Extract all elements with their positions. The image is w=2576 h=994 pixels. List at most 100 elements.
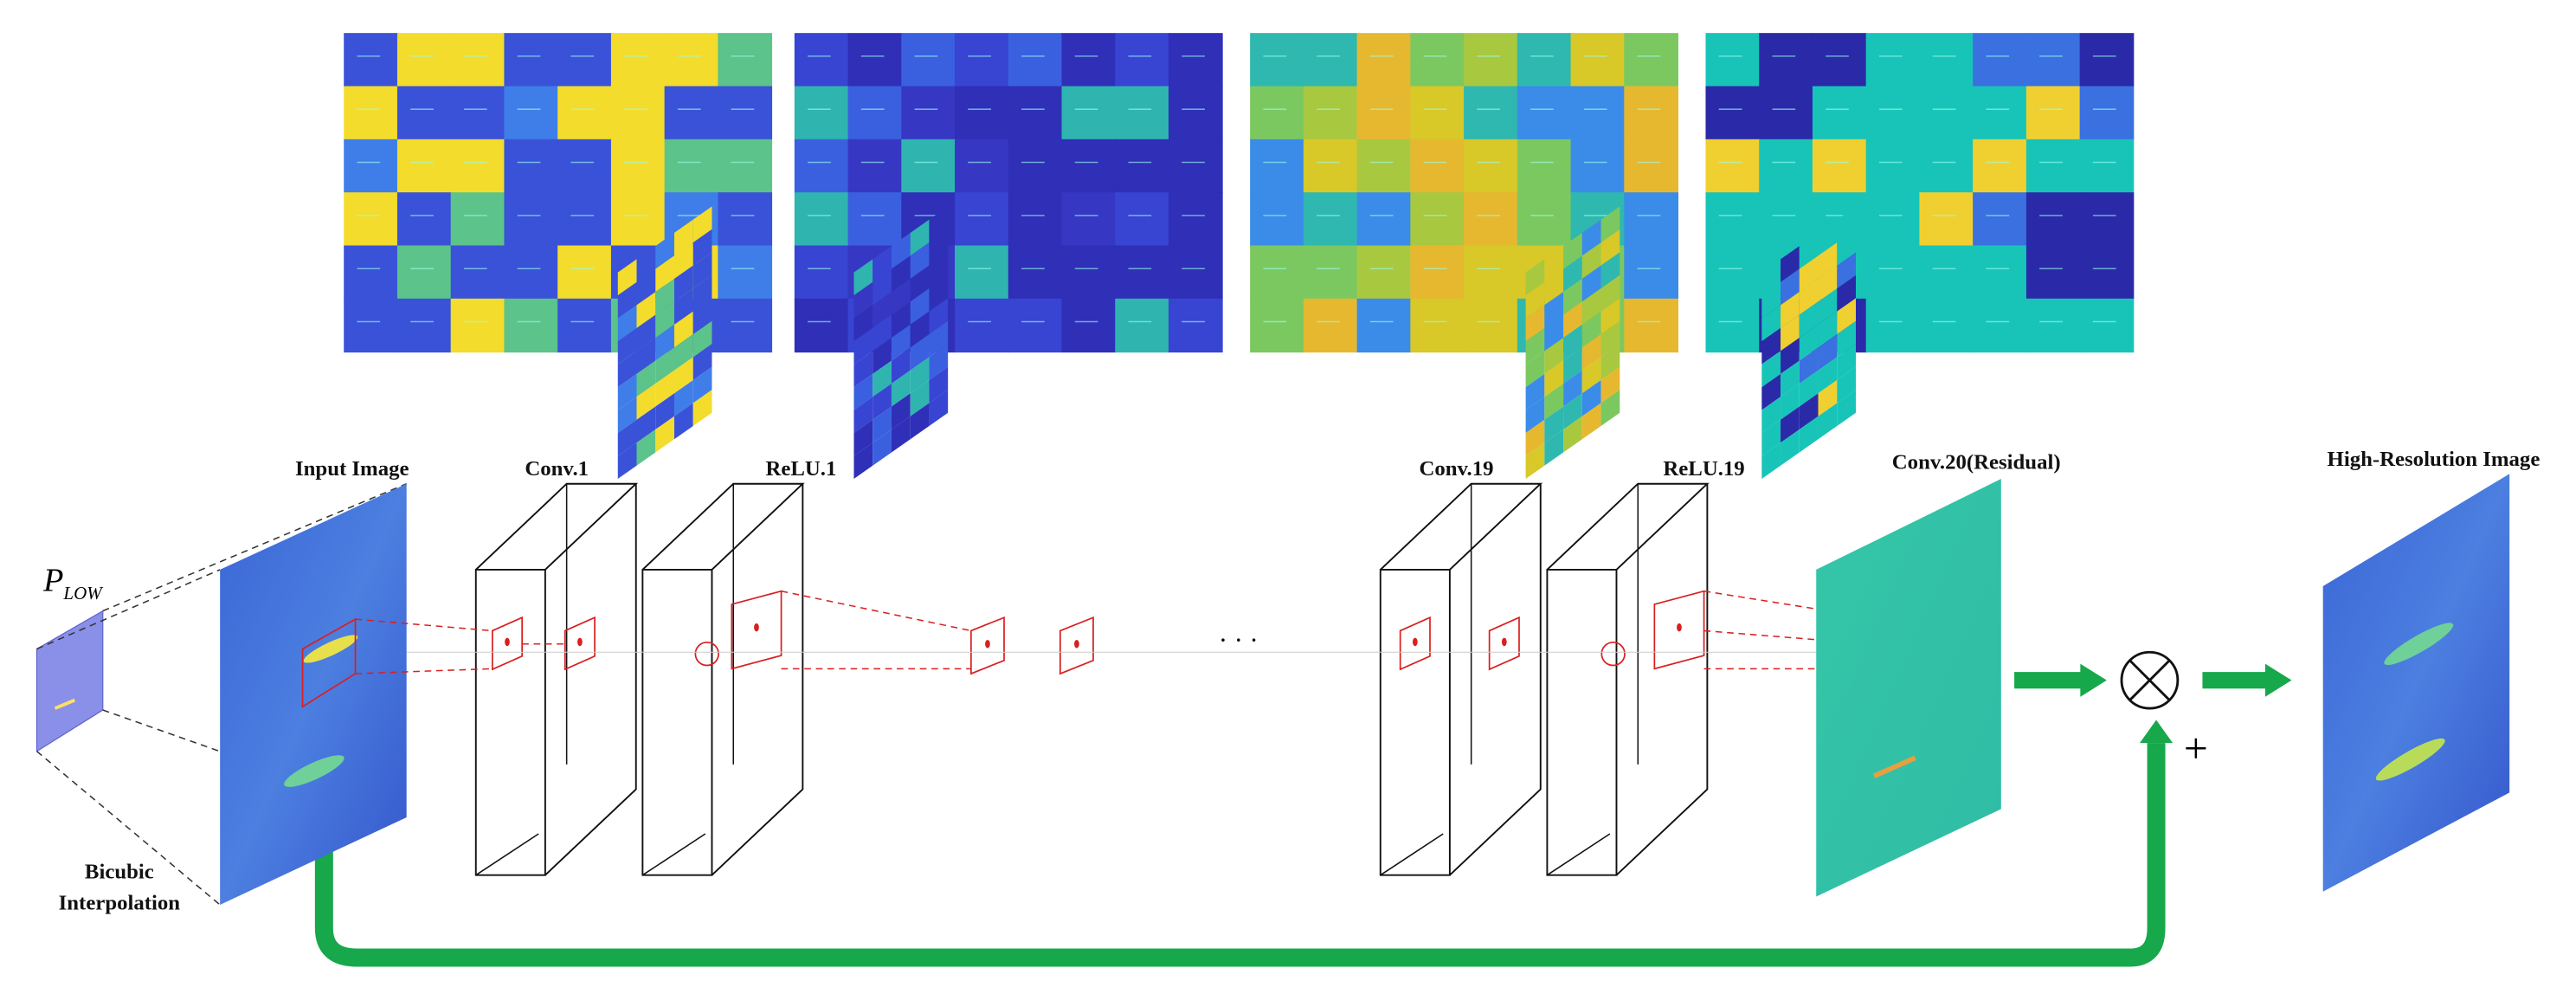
feature-cell bbox=[853, 259, 873, 296]
feature-cell bbox=[655, 347, 674, 384]
feature-cell bbox=[1250, 33, 1304, 87]
feature-cell bbox=[1600, 206, 1620, 243]
feature-cell bbox=[853, 305, 873, 342]
feature-cell bbox=[1600, 320, 1620, 358]
feature-cell bbox=[617, 373, 637, 410]
feature-cell bbox=[1563, 370, 1582, 407]
feature-cell bbox=[1464, 33, 1518, 87]
feature-cell bbox=[557, 245, 612, 300]
kernel-dot bbox=[1412, 637, 1418, 647]
feature-cell bbox=[1837, 366, 1856, 403]
feature-cell bbox=[1837, 252, 1856, 289]
feature-cell bbox=[1799, 324, 1819, 361]
feature-cell bbox=[1581, 219, 1601, 256]
feature-cell bbox=[2025, 33, 2081, 87]
layer-edge bbox=[475, 833, 539, 876]
feature-cell bbox=[794, 298, 849, 353]
feature-cell bbox=[692, 320, 712, 358]
feature-cell bbox=[955, 86, 1009, 140]
feature-cell bbox=[617, 442, 637, 480]
feature-cell bbox=[610, 33, 666, 87]
feature-cell bbox=[1865, 298, 1921, 353]
feature-cell bbox=[617, 259, 637, 296]
bicubic-label: Bicubic bbox=[85, 861, 154, 884]
feature-cell bbox=[2079, 33, 2135, 87]
feature-cell bbox=[1818, 242, 1838, 279]
feature-cell bbox=[1563, 255, 1582, 293]
feature-cell bbox=[1837, 344, 1856, 381]
feature-cell bbox=[1570, 33, 1626, 87]
feature-cell bbox=[794, 33, 849, 87]
feature-cell bbox=[853, 397, 873, 434]
kernel bbox=[1059, 616, 1094, 675]
feature-cell bbox=[673, 288, 693, 325]
feature-cell bbox=[794, 139, 849, 194]
input-label: Input Image bbox=[295, 457, 409, 481]
kernel-dot bbox=[985, 639, 990, 649]
feature-cell bbox=[1799, 301, 1819, 339]
feature-cell bbox=[1517, 86, 1572, 140]
feature-cell bbox=[853, 419, 873, 456]
feature-cell bbox=[692, 298, 712, 335]
feature-cell bbox=[718, 298, 773, 353]
feature-cell bbox=[636, 338, 656, 374]
feature-cell bbox=[1799, 278, 1819, 315]
feature-cell bbox=[1919, 139, 1974, 194]
feature-cell bbox=[673, 265, 693, 302]
feature-cell bbox=[1250, 245, 1304, 300]
feature-cell bbox=[910, 219, 930, 256]
feature-cell bbox=[1624, 86, 1678, 140]
layer-edge bbox=[1380, 833, 1444, 876]
arrow-head bbox=[2140, 720, 2174, 744]
feature-cell bbox=[929, 229, 949, 266]
projection bbox=[781, 590, 972, 632]
feature-stack bbox=[1761, 206, 1856, 480]
feature-cell bbox=[2025, 298, 2081, 353]
feature-cell bbox=[1410, 298, 1465, 353]
feature-cell bbox=[1563, 324, 1582, 361]
feature-cell bbox=[673, 380, 693, 416]
feature-cell bbox=[617, 419, 637, 456]
feature-cell bbox=[1581, 242, 1601, 279]
feature-cell bbox=[1356, 298, 1412, 353]
feature-cell bbox=[1973, 245, 2027, 300]
feature-cell bbox=[1818, 265, 1838, 302]
feature-cell bbox=[1781, 360, 1800, 397]
feature-cell bbox=[910, 403, 930, 440]
feature-cell bbox=[1410, 192, 1465, 247]
output-image bbox=[2322, 474, 2510, 892]
feature-cell bbox=[1410, 245, 1465, 300]
feature-stack bbox=[617, 206, 712, 480]
feature-cell bbox=[450, 33, 506, 87]
feature-cell bbox=[1061, 245, 1117, 300]
feature-cell bbox=[1563, 347, 1582, 384]
layer-edge bbox=[1546, 833, 1611, 876]
feature-cell bbox=[1061, 86, 1117, 140]
feature-cell bbox=[1581, 265, 1601, 302]
feature-cell bbox=[673, 311, 693, 348]
feature-cell bbox=[794, 192, 849, 247]
feature-cell bbox=[929, 252, 949, 289]
feature-cell bbox=[1761, 327, 1781, 365]
feature-cell bbox=[955, 245, 1009, 300]
relu-node bbox=[694, 641, 719, 667]
feature-cell bbox=[692, 229, 712, 266]
feature-cell bbox=[692, 366, 712, 403]
target-blob bbox=[2375, 738, 2445, 781]
feature-cell bbox=[673, 219, 693, 256]
feature-cell bbox=[655, 255, 674, 293]
feature-cell bbox=[1799, 255, 1819, 293]
feature-cell bbox=[1525, 442, 1545, 480]
feature-cell bbox=[929, 390, 949, 426]
layer-label: ReLU.1 bbox=[765, 457, 836, 481]
p-low: PLOW bbox=[42, 563, 104, 604]
feature-cell bbox=[1973, 192, 2027, 247]
feature-cell bbox=[1250, 298, 1304, 353]
feature-cell bbox=[1865, 139, 1921, 194]
feature-cell bbox=[1464, 245, 1518, 300]
feature-cell bbox=[1008, 139, 1063, 194]
feature-cell bbox=[557, 139, 612, 194]
kernel-dot bbox=[1501, 637, 1507, 647]
feature-cell bbox=[1525, 397, 1545, 434]
